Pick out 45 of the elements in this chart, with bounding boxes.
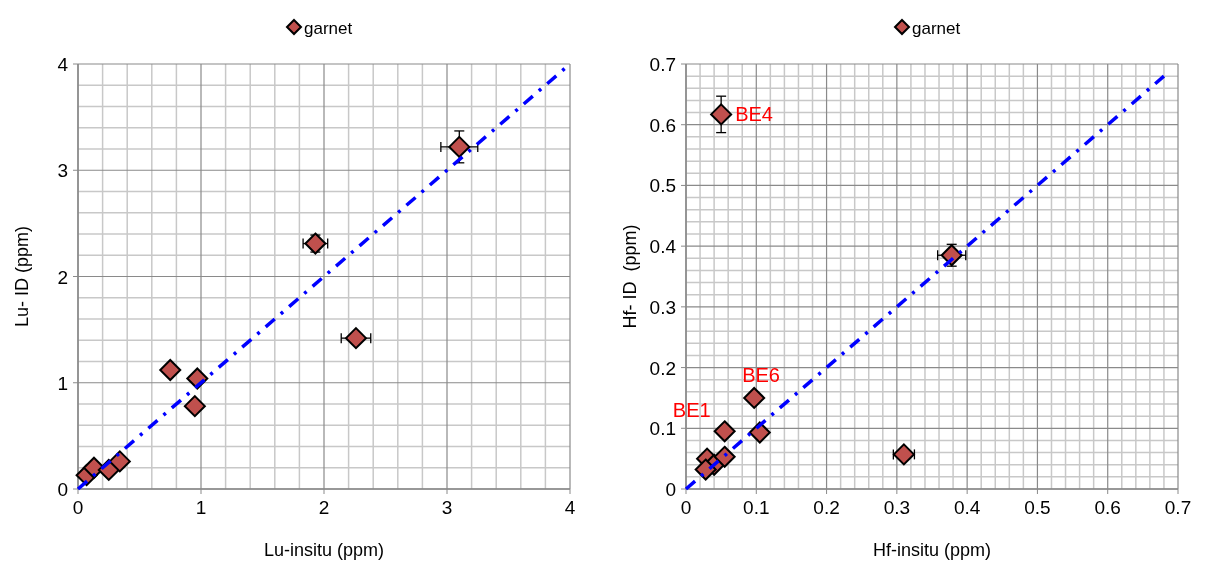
x-tick-label: 0.4 (953, 497, 981, 518)
x-tick-label: 3 (441, 497, 453, 518)
x-tick-label: 0 (680, 497, 692, 518)
y-tick-label: 0.7 (649, 54, 676, 75)
point (304, 232, 327, 255)
point (710, 103, 733, 126)
point (183, 395, 206, 418)
x-tick-label: 2 (318, 497, 330, 518)
annotation: BE4 (735, 103, 773, 126)
x-axis-title: Hf-insitu (ppm) (872, 540, 992, 560)
point (344, 327, 367, 350)
x-axis-title: Lu-insitu (ppm) (263, 540, 385, 560)
y-tick-label: 1 (57, 372, 68, 394)
legend-label: garnet (304, 19, 353, 38)
legend-label: garnet (912, 19, 961, 38)
y-tick-label: 0.2 (649, 357, 676, 379)
point (743, 386, 766, 409)
point (448, 135, 471, 158)
point (159, 359, 182, 381)
y-tick-label: 0.5 (649, 175, 676, 197)
y-tick-label: 0 (57, 479, 68, 500)
y-tick-label: 2 (57, 266, 68, 288)
point (108, 450, 131, 473)
point (940, 244, 963, 267)
x-tick-label: 0.2 (813, 497, 840, 518)
y-tick-label: 0 (665, 479, 676, 500)
point (713, 445, 736, 468)
y-tick-label: 0.6 (649, 114, 676, 136)
x-tick-label: 0.1 (743, 497, 770, 518)
x-tick-label: 0 (72, 497, 84, 518)
y-tick-label: 3 (57, 160, 68, 182)
y-tick-label: 4 (57, 54, 69, 75)
x-tick-label: 4 (564, 497, 576, 518)
point (892, 443, 915, 466)
x-tick-label: 0.7 (1164, 497, 1192, 518)
x-tick-label: 0.5 (1024, 497, 1051, 518)
point (713, 420, 736, 443)
annotation: BE6 (742, 363, 780, 386)
x-tick-label: 0.6 (1094, 497, 1121, 518)
x-tick-label: 0.3 (883, 497, 911, 518)
y-axis-title: Lu- ID (ppm) (12, 225, 32, 328)
y-axis-title: Hf- ID (ppm) (620, 224, 640, 329)
y-tick-label: 0.4 (649, 236, 677, 258)
x-tick-label: 1 (195, 497, 207, 518)
y-tick-label: 0.3 (649, 296, 676, 318)
